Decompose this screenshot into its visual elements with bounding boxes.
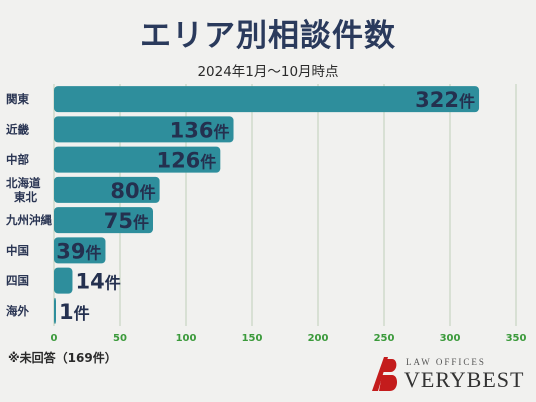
x-tick-label: 0 [51,333,58,344]
logo-mark-icon [372,357,398,391]
category-label: 九州沖縄 [5,213,52,227]
category-label: 中部 [6,153,29,167]
category-label: 海外 [6,304,29,318]
category-label: 四国 [6,274,29,288]
category-label: 関東 [6,92,29,106]
value-label: 322件 [415,88,475,112]
x-tick-label: 350 [506,333,527,344]
value-label: 75件 [104,209,149,233]
bar [54,116,234,143]
logo-name: VERYBEST [404,367,525,392]
bar [54,207,153,234]
x-tick-label: 50 [113,333,127,344]
category-label: 中国 [6,243,29,257]
bar [54,86,480,113]
bar [54,146,221,173]
x-tick-label: 150 [242,333,263,344]
value-label: 1件 [59,300,90,324]
chart-subtitle: 2024年1月〜10月時点 [197,64,339,80]
chart-title: エリア別相談件数 [140,18,396,54]
bar [54,267,73,294]
x-tick-label: 250 [374,333,395,344]
x-tick-label: 200 [308,333,329,344]
value-label: 136件 [170,118,230,142]
bar [54,237,106,264]
value-label: 126件 [156,149,216,173]
bar [54,297,56,324]
value-label: 14件 [75,270,120,294]
law-office-logo: LAW OFFICES VERYBEST [370,355,530,395]
value-label: 80件 [110,179,155,203]
footnote: ※未回答（169件） [8,351,117,365]
x-tick-label: 300 [440,333,461,344]
x-tick-label: 100 [176,333,197,344]
category-label: 近畿 [6,122,29,136]
logo-subtext: LAW OFFICES [406,357,486,367]
bar [54,176,160,203]
value-label: 39件 [56,239,101,263]
category-label: 北海道東北 [6,176,41,204]
